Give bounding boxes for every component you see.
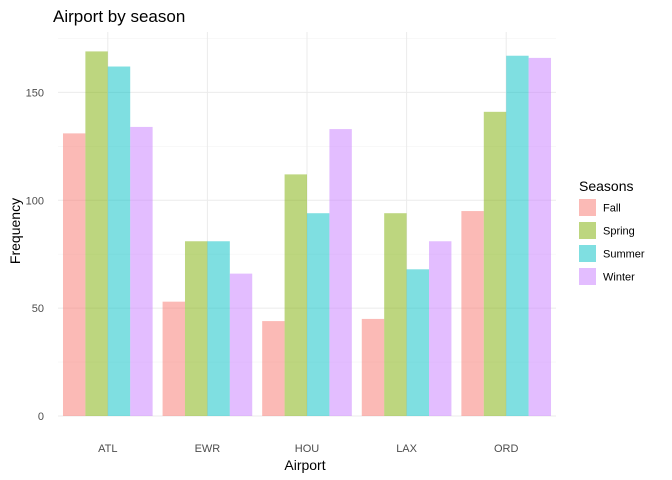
legend-title: Seasons xyxy=(579,178,633,194)
bar-ord-fall xyxy=(461,211,484,416)
x-tick-label: ATL xyxy=(98,443,117,455)
legend-label-fall: Fall xyxy=(603,203,621,215)
bar-atl-summer xyxy=(107,66,131,417)
y-tick-label: 50 xyxy=(32,303,44,315)
bar-ewr-spring xyxy=(184,241,208,416)
bar-ewr-winter xyxy=(229,273,253,416)
bar-lax-winter xyxy=(429,241,452,416)
bar-ord-winter xyxy=(528,57,552,417)
y-tick-label: 100 xyxy=(26,195,44,207)
bar-ewr-fall xyxy=(162,301,185,416)
bar-hou-summer xyxy=(307,213,330,416)
legend: Seasons Fall Spring Summer Winter xyxy=(579,178,645,285)
y-tick-label: 150 xyxy=(26,87,44,99)
bar-lax-fall xyxy=(361,318,385,416)
legend-label-summer: Summer xyxy=(603,249,645,261)
bar-atl-fall xyxy=(62,133,86,417)
x-tick-label: ORD xyxy=(494,443,519,455)
legend-key-winter xyxy=(579,268,596,285)
bar-atl-winter xyxy=(130,126,153,416)
legend-label-spring: Spring xyxy=(603,226,635,238)
bar-ord-summer xyxy=(506,55,529,416)
bar-ewr-summer xyxy=(207,241,230,416)
x-axis-ticks: ATL EWR HOU LAX ORD xyxy=(98,443,518,455)
legend-key-spring xyxy=(579,222,596,239)
bar-hou-spring xyxy=(284,174,307,416)
chart-title: Airport by season xyxy=(53,7,185,26)
x-tick-label: HOU xyxy=(295,443,320,455)
x-axis-title: Airport xyxy=(284,457,325,473)
y-tick-label: 0 xyxy=(38,411,44,423)
bar-hou-fall xyxy=(262,321,285,416)
y-axis-ticks: 0 50 100 150 xyxy=(26,87,44,423)
bar-hou-winter xyxy=(329,129,352,416)
y-axis-title: Frequency xyxy=(7,198,23,264)
legend-label-winter: Winter xyxy=(603,272,635,284)
legend-key-summer xyxy=(579,245,596,262)
x-tick-label: EWR xyxy=(195,443,221,455)
legend-key-fall xyxy=(579,199,596,216)
bar-atl-spring xyxy=(85,51,108,416)
bars xyxy=(62,51,552,417)
x-tick-label: LAX xyxy=(396,443,417,455)
bar-ord-spring xyxy=(483,111,507,416)
bar-lax-summer xyxy=(406,269,430,416)
bar-lax-spring xyxy=(384,213,407,416)
